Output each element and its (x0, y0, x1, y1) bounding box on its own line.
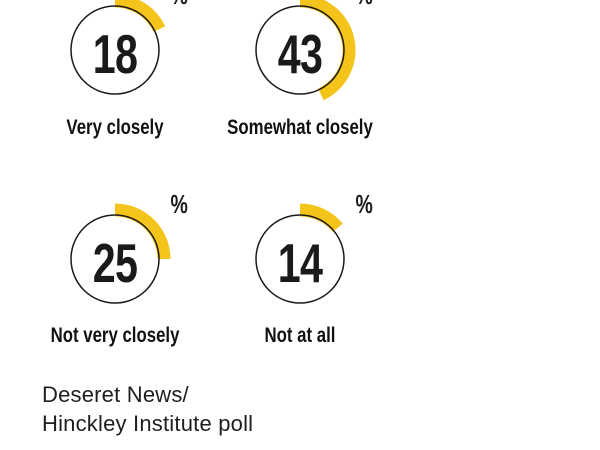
source-attribution-line2: Hinckley Institute poll (42, 411, 254, 436)
donut-not-very-closely: 25% (45, 189, 188, 329)
donut-arc (299, 203, 343, 233)
donut-ring-graphic (255, 203, 345, 304)
donut-not-at-all: 14% (230, 189, 373, 329)
donut-arc (299, 0, 356, 101)
donut-outline-circle (70, 214, 160, 304)
donut-ring-graphic (255, 0, 356, 101)
donut-label-not-very-closely: Not very closely (50, 324, 180, 347)
source-attribution: Deseret News/ Hinckley Institute poll (42, 380, 253, 438)
donut-label-not-at-all: Not at all (264, 324, 336, 347)
donut-outline-circle (255, 5, 345, 95)
donut-label-somewhat-closely: Somewhat closely (227, 116, 373, 139)
donut-arc (114, 0, 166, 33)
donut-label-very-closely: Very closely (66, 116, 164, 139)
donut-ring-graphic (70, 203, 171, 304)
donut-ring-graphic (70, 0, 166, 95)
donut-arc (114, 203, 171, 260)
donut-outline-circle (255, 214, 345, 304)
source-attribution-line1: Deseret News/ (42, 382, 189, 407)
donut-somewhat-closely: 43% (230, 0, 373, 120)
donut-outline-circle (70, 5, 160, 95)
donut-very-closely: 18% (45, 0, 188, 120)
